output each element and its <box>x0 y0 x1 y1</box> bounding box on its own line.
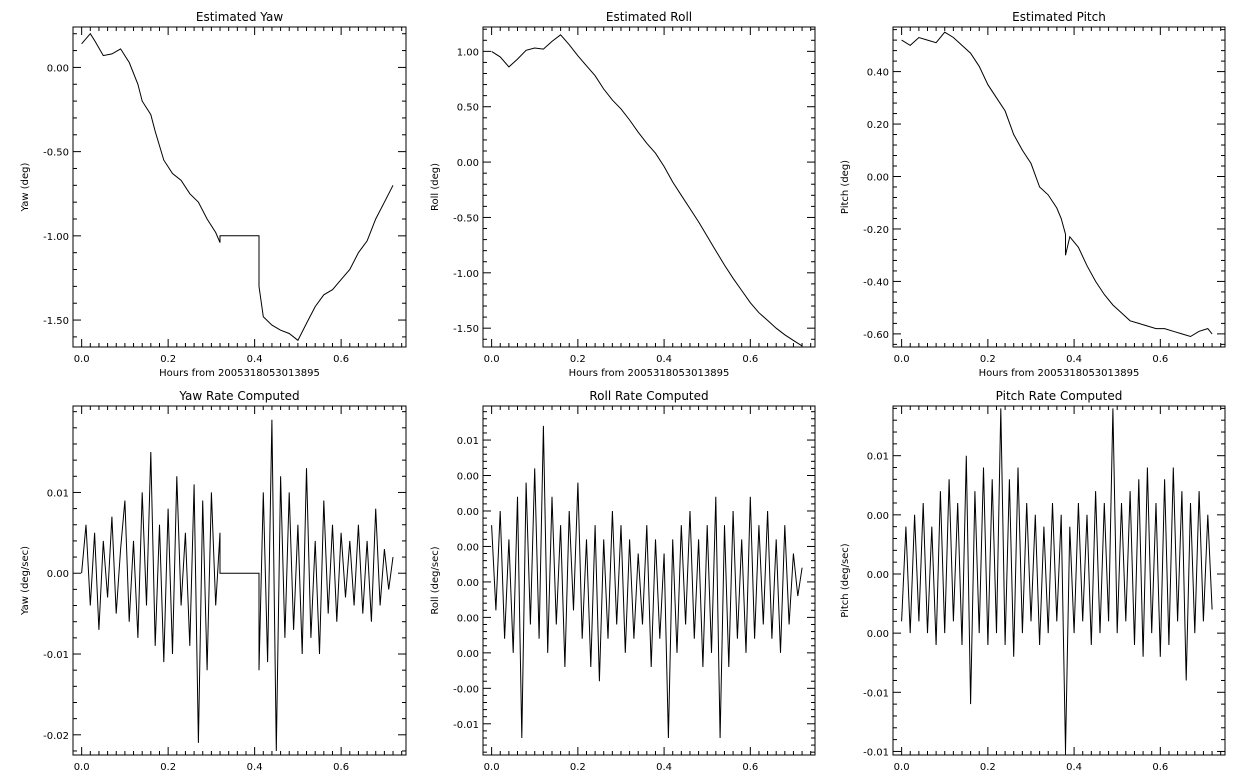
y-tick-label: 0.00 <box>457 542 479 553</box>
x-axis-label: Hours from 2005318053013895 <box>159 368 320 379</box>
x-tick-label: 0.0 <box>894 762 910 773</box>
chart-title: Roll Rate Computed <box>589 389 708 403</box>
y-tick-label: 0.00 <box>867 570 889 581</box>
y-tick-label: 0.40 <box>867 68 889 79</box>
plot-frame <box>72 26 407 348</box>
chart-title: Estimated Yaw <box>196 10 283 24</box>
chart-title: Pitch Rate Computed <box>996 389 1123 403</box>
y-tick-label: -0.60 <box>863 330 889 341</box>
y-tick-label: 0.00 <box>457 649 479 660</box>
x-tick-label: 0.4 <box>1066 354 1082 365</box>
x-tick-label: 0.2 <box>570 762 586 773</box>
x-tick-label: 0.0 <box>894 354 910 365</box>
y-tick-label: 0.00 <box>457 472 479 483</box>
chart-title: Estimated Roll <box>606 10 692 24</box>
y-tick-label: -0.02 <box>43 731 69 742</box>
y-tick-label: 0.00 <box>457 507 479 518</box>
y-tick-label: 0.00 <box>47 63 69 74</box>
x-tick-label: 0.4 <box>247 762 263 773</box>
x-tick-label: 0.0 <box>74 762 90 773</box>
y-tick-label: -0.01 <box>453 720 479 731</box>
x-tick-label: 0.4 <box>1066 762 1082 773</box>
x-tick-label: 0.2 <box>980 354 996 365</box>
y-tick-label: -1.50 <box>43 316 69 327</box>
y-tick-label: -0.40 <box>863 277 889 288</box>
y-tick-label: 0.50 <box>457 103 479 114</box>
chart-panel-3: Yaw Rate ComputedHours from 200531805301… <box>20 389 407 773</box>
y-axis-label: Roll (deg/sec) <box>430 546 441 614</box>
y-tick-label: 0.00 <box>457 613 479 624</box>
x-tick-label: 0.6 <box>742 354 758 365</box>
y-tick-label: 0.00 <box>457 578 479 589</box>
series-line-0 <box>491 425 803 739</box>
y-tick-label: 0.20 <box>867 120 889 131</box>
plot-frame <box>72 405 407 756</box>
x-tick-label: 0.2 <box>980 762 996 773</box>
chart-title: Yaw Rate Computed <box>178 389 299 403</box>
x-tick-label: 0.6 <box>1152 354 1168 365</box>
y-tick-label: 0.00 <box>867 629 889 640</box>
y-tick-label: -0.50 <box>453 213 479 224</box>
plot-frame <box>892 26 1226 348</box>
y-tick-label: -0.50 <box>43 148 69 159</box>
chart-panel-4: Roll Rate ComputedHours from 20053180530… <box>430 389 816 773</box>
series-line-0 <box>81 419 394 752</box>
x-axis-label: Hours from 2005318053013895 <box>569 368 730 379</box>
y-tick-label: 0.01 <box>457 436 479 447</box>
chart-title: Estimated Pitch <box>1012 10 1106 24</box>
x-tick-label: 0.4 <box>247 354 263 365</box>
x-tick-label: 0.2 <box>160 762 176 773</box>
y-tick-label: 1.00 <box>457 47 479 58</box>
y-tick-label: 0.00 <box>47 569 69 580</box>
y-tick-label: 0.00 <box>867 511 889 522</box>
y-tick-label: -0.20 <box>863 225 889 236</box>
x-tick-label: 0.6 <box>333 354 349 365</box>
y-tick-label: 0.01 <box>867 452 889 463</box>
y-tick-label: -0.01 <box>863 747 889 758</box>
y-tick-label: -1.00 <box>43 232 69 243</box>
x-tick-label: 0.6 <box>742 762 758 773</box>
x-tick-label: 0.6 <box>333 762 349 773</box>
chart-panel-0: Estimated Yaw Hours from 2005318053013895… <box>20 10 407 379</box>
plot-frame <box>482 26 816 348</box>
x-tick-label: 0.4 <box>656 762 672 773</box>
y-axis-label: Roll (deg) <box>430 163 441 211</box>
y-tick-label: -1.00 <box>453 269 479 280</box>
plot-frame <box>892 405 1226 756</box>
chart-panel-5: Pitch Rate ComputedHours from 2005318053… <box>840 389 1226 773</box>
y-axis-label: Yaw (deg) <box>20 162 31 212</box>
x-tick-label: 0.0 <box>484 354 500 365</box>
y-tick-label: 0.00 <box>457 158 479 169</box>
x-tick-label: 0.2 <box>570 354 586 365</box>
x-tick-label: 0.4 <box>656 354 672 365</box>
y-axis-label: Yaw (deg/sec) <box>20 546 31 616</box>
chart-panel-2: Estimated Pitch Hours from 20053180530138… <box>840 10 1226 379</box>
series-line-0 <box>901 408 1213 752</box>
chart-panel-1: Estimated Roll Hours from 200531805301389… <box>430 10 816 379</box>
series-line-0 <box>901 31 1213 338</box>
x-tick-label: 0.0 <box>74 354 90 365</box>
y-tick-label: 0.01 <box>47 488 69 499</box>
y-tick-label: 0.00 <box>867 173 889 184</box>
x-tick-label: 0.6 <box>1152 762 1168 773</box>
series-line-0 <box>491 34 803 347</box>
y-tick-label: -0.01 <box>43 650 69 661</box>
y-axis-label: Pitch (deg) <box>840 160 851 214</box>
y-axis-label: Pitch (deg/sec) <box>840 543 851 618</box>
x-tick-label: 0.0 <box>484 762 500 773</box>
y-tick-label: -1.50 <box>453 324 479 335</box>
x-axis-label: Hours from 2005318053013895 <box>979 368 1140 379</box>
y-tick-label: -0.00 <box>453 684 479 695</box>
series-line-0 <box>81 32 394 342</box>
x-tick-label: 0.2 <box>160 354 176 365</box>
plot-frame <box>482 405 816 756</box>
y-tick-label: -0.01 <box>863 688 889 699</box>
